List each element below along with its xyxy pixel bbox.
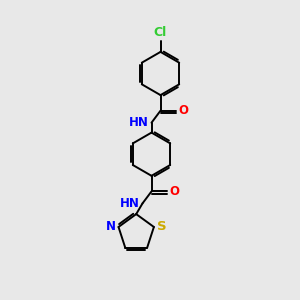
Text: Cl: Cl: [154, 26, 167, 39]
Text: S: S: [157, 220, 166, 233]
Text: N: N: [106, 220, 116, 233]
Text: O: O: [178, 104, 188, 117]
Text: HN: HN: [120, 197, 140, 210]
Text: O: O: [169, 185, 179, 198]
Text: HN: HN: [129, 116, 148, 129]
